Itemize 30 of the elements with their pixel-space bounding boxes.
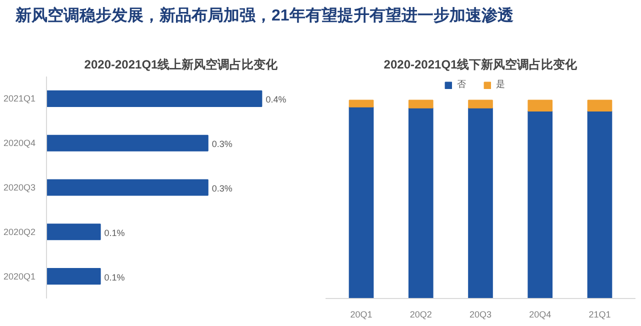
text: 新风空调稳步发展，新品布局加强，21年有望提升有望进一步加速渗透	[14, 6, 514, 24]
bar	[587, 110, 612, 298]
x-tick-label: 20Q1	[350, 310, 372, 320]
legend-label: 否	[457, 78, 467, 91]
y-tick-label: 2021Q1	[3, 94, 36, 104]
bar	[408, 100, 434, 108]
chart-title: 2020-2021Q1线上新风空调占比变化	[84, 58, 279, 72]
x-tick-label: 21Q1	[588, 310, 611, 320]
x-tick-label: 20Q2	[410, 310, 432, 320]
bar	[408, 107, 434, 298]
bar	[468, 107, 493, 298]
y-tick-label: 2020Q3	[3, 182, 36, 192]
data-label: 0.3%	[212, 139, 232, 150]
bar	[348, 106, 374, 298]
x-tick-label: 20Q3	[469, 310, 492, 320]
bar	[468, 100, 493, 108]
bar	[528, 110, 553, 298]
data-label: 0.1%	[104, 228, 125, 238]
data-label: 0.4%	[266, 94, 286, 105]
chart-title: 2020-2021Q1线下新风空调占比变化	[384, 58, 578, 72]
data-label: 0.1%	[104, 272, 125, 282]
legend-label: 是	[496, 78, 506, 91]
y-tick-label: 2020Q4	[3, 138, 36, 148]
bar	[528, 100, 553, 112]
x-tick-label: 20Q4	[529, 310, 552, 320]
bar	[587, 100, 612, 112]
bar	[348, 100, 374, 108]
y-tick-label: 2020Q1	[3, 271, 36, 282]
data-label: 0.3%	[212, 184, 232, 194]
y-tick-label: 2020Q2	[3, 226, 36, 237]
